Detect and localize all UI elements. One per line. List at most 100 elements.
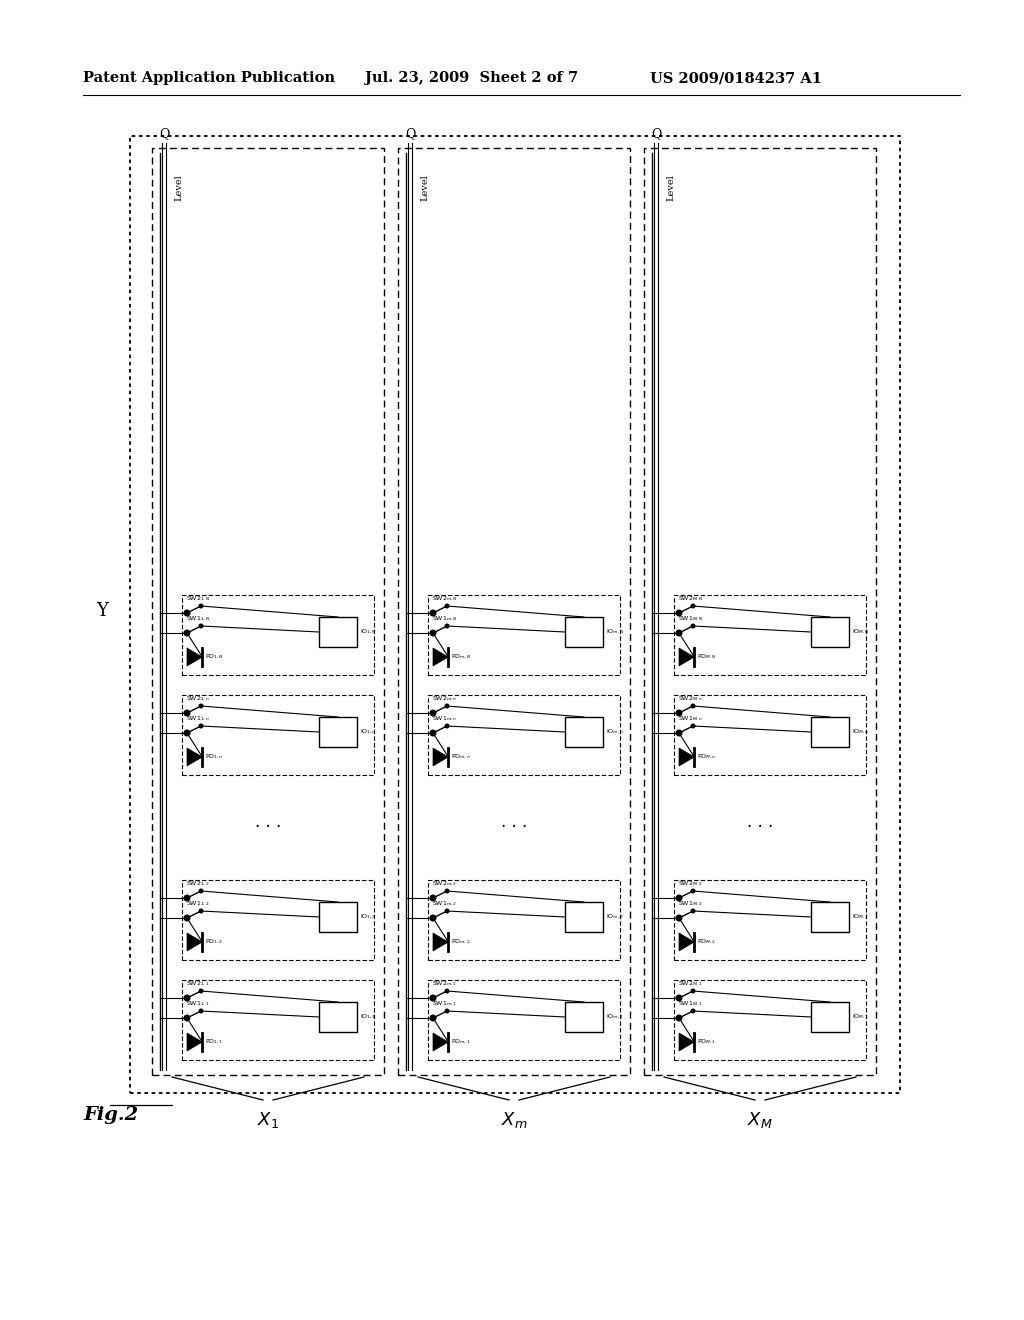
- Text: IO$_{m,N}$: IO$_{m,N}$: [606, 628, 625, 636]
- Circle shape: [691, 909, 695, 913]
- Text: Level: Level: [421, 174, 429, 202]
- Text: Level: Level: [667, 174, 676, 202]
- Text: SW2$_{m,1}$: SW2$_{m,1}$: [432, 979, 457, 987]
- Text: SW1$_{M,1}$: SW1$_{M,1}$: [678, 999, 702, 1008]
- Text: PD$_{m,2}$: PD$_{m,2}$: [452, 939, 471, 946]
- Bar: [428, 979, 620, 1060]
- Text: IO$_{1,2}$: IO$_{1,2}$: [360, 913, 376, 921]
- Text: IO$_{m,1}$: IO$_{m,1}$: [606, 1012, 624, 1022]
- Text: PD$_{1,N}$: PD$_{1,N}$: [205, 653, 224, 661]
- Text: IO$_{M,n}$: IO$_{M,n}$: [852, 727, 869, 737]
- Circle shape: [200, 624, 203, 628]
- Circle shape: [445, 605, 449, 607]
- Circle shape: [430, 895, 436, 900]
- Text: SW2$_{M,1}$: SW2$_{M,1}$: [678, 979, 702, 987]
- Text: Y: Y: [96, 602, 108, 620]
- Circle shape: [691, 704, 695, 708]
- Circle shape: [676, 730, 682, 735]
- Circle shape: [676, 610, 682, 616]
- Circle shape: [691, 605, 695, 607]
- Text: IO$_{1,n}$: IO$_{1,n}$: [360, 727, 377, 737]
- Text: SW1$_{1,N}$: SW1$_{1,N}$: [186, 615, 210, 623]
- Circle shape: [676, 1015, 682, 1020]
- Bar: [182, 880, 374, 960]
- Bar: [674, 696, 866, 775]
- Polygon shape: [187, 748, 203, 766]
- Circle shape: [676, 630, 682, 636]
- Text: SW1$_{M,N}$: SW1$_{M,N}$: [678, 615, 703, 623]
- Text: IO$_{M,2}$: IO$_{M,2}$: [852, 913, 869, 921]
- Text: Q: Q: [404, 127, 415, 140]
- Text: $X_{1}$: $X_{1}$: [257, 1110, 279, 1130]
- Text: PD$_{M,N}$: PD$_{M,N}$: [697, 653, 717, 661]
- Text: PD$_{M,n}$: PD$_{M,n}$: [697, 752, 717, 762]
- Circle shape: [430, 995, 436, 1001]
- Text: SW2$_{1,N}$: SW2$_{1,N}$: [186, 595, 210, 603]
- Polygon shape: [679, 1034, 694, 1051]
- Text: SW1$_{1,n}$: SW1$_{1,n}$: [186, 715, 210, 723]
- Bar: [319, 1002, 357, 1032]
- Text: Fig.2: Fig.2: [83, 1106, 138, 1125]
- Text: PD$_{1,2}$: PD$_{1,2}$: [205, 939, 223, 946]
- Text: IO$_{1,1}$: IO$_{1,1}$: [360, 1012, 376, 1022]
- Bar: [319, 902, 357, 932]
- Circle shape: [430, 915, 436, 921]
- Polygon shape: [187, 933, 203, 950]
- Circle shape: [691, 1010, 695, 1012]
- Bar: [811, 616, 849, 647]
- Text: SW1$_{m,N}$: SW1$_{m,N}$: [432, 615, 458, 623]
- Circle shape: [445, 1010, 449, 1012]
- Text: SW2$_{m,N}$: SW2$_{m,N}$: [432, 595, 458, 603]
- Bar: [811, 1002, 849, 1032]
- Circle shape: [184, 730, 189, 735]
- Circle shape: [200, 989, 203, 993]
- Text: · · ·: · · ·: [501, 818, 527, 837]
- Text: SW1$_{M,2}$: SW1$_{M,2}$: [678, 900, 702, 908]
- Text: IO$_{M,1}$: IO$_{M,1}$: [852, 1012, 869, 1022]
- Text: Level: Level: [174, 174, 183, 202]
- Bar: [182, 595, 374, 675]
- Circle shape: [445, 909, 449, 913]
- Text: · · ·: · · ·: [255, 818, 282, 837]
- Text: PD$_{1,1}$: PD$_{1,1}$: [205, 1038, 223, 1045]
- Circle shape: [184, 630, 189, 636]
- Text: PD$_{M,1}$: PD$_{M,1}$: [697, 1038, 717, 1045]
- Circle shape: [445, 725, 449, 727]
- Bar: [565, 902, 603, 932]
- Text: SW2$_{1,n}$: SW2$_{1,n}$: [186, 694, 210, 704]
- Circle shape: [184, 710, 189, 715]
- Text: SW2$_{M,N}$: SW2$_{M,N}$: [678, 595, 703, 603]
- Bar: [319, 717, 357, 747]
- Text: PD$_{m,1}$: PD$_{m,1}$: [452, 1038, 471, 1045]
- Text: SW1$_{m,1}$: SW1$_{m,1}$: [432, 999, 457, 1008]
- Circle shape: [184, 895, 189, 900]
- Circle shape: [445, 704, 449, 708]
- Circle shape: [184, 995, 189, 1001]
- Circle shape: [430, 630, 436, 636]
- Circle shape: [445, 624, 449, 628]
- Text: Patent Application Publication: Patent Application Publication: [83, 71, 335, 84]
- Circle shape: [691, 725, 695, 727]
- Bar: [398, 148, 630, 1074]
- Text: PD$_{m,n}$: PD$_{m,n}$: [452, 752, 471, 762]
- Bar: [130, 136, 900, 1093]
- Text: SW1$_{M,n}$: SW1$_{M,n}$: [678, 715, 702, 723]
- Bar: [674, 880, 866, 960]
- Bar: [644, 148, 876, 1074]
- Text: IO$_{M,N}$: IO$_{M,N}$: [852, 628, 870, 636]
- Circle shape: [200, 1010, 203, 1012]
- Bar: [319, 616, 357, 647]
- Text: SW1$_{1,1}$: SW1$_{1,1}$: [186, 999, 210, 1008]
- Circle shape: [200, 605, 203, 607]
- Circle shape: [200, 890, 203, 892]
- Text: · · ·: · · ·: [746, 818, 773, 837]
- Text: SW2$_{m,2}$: SW2$_{m,2}$: [432, 880, 457, 888]
- Bar: [565, 616, 603, 647]
- Bar: [428, 696, 620, 775]
- Bar: [811, 717, 849, 747]
- Circle shape: [676, 915, 682, 921]
- Circle shape: [430, 710, 436, 715]
- Circle shape: [445, 989, 449, 993]
- Text: SW2$_{1,1}$: SW2$_{1,1}$: [186, 979, 210, 987]
- Text: $X_{M}$: $X_{M}$: [748, 1110, 773, 1130]
